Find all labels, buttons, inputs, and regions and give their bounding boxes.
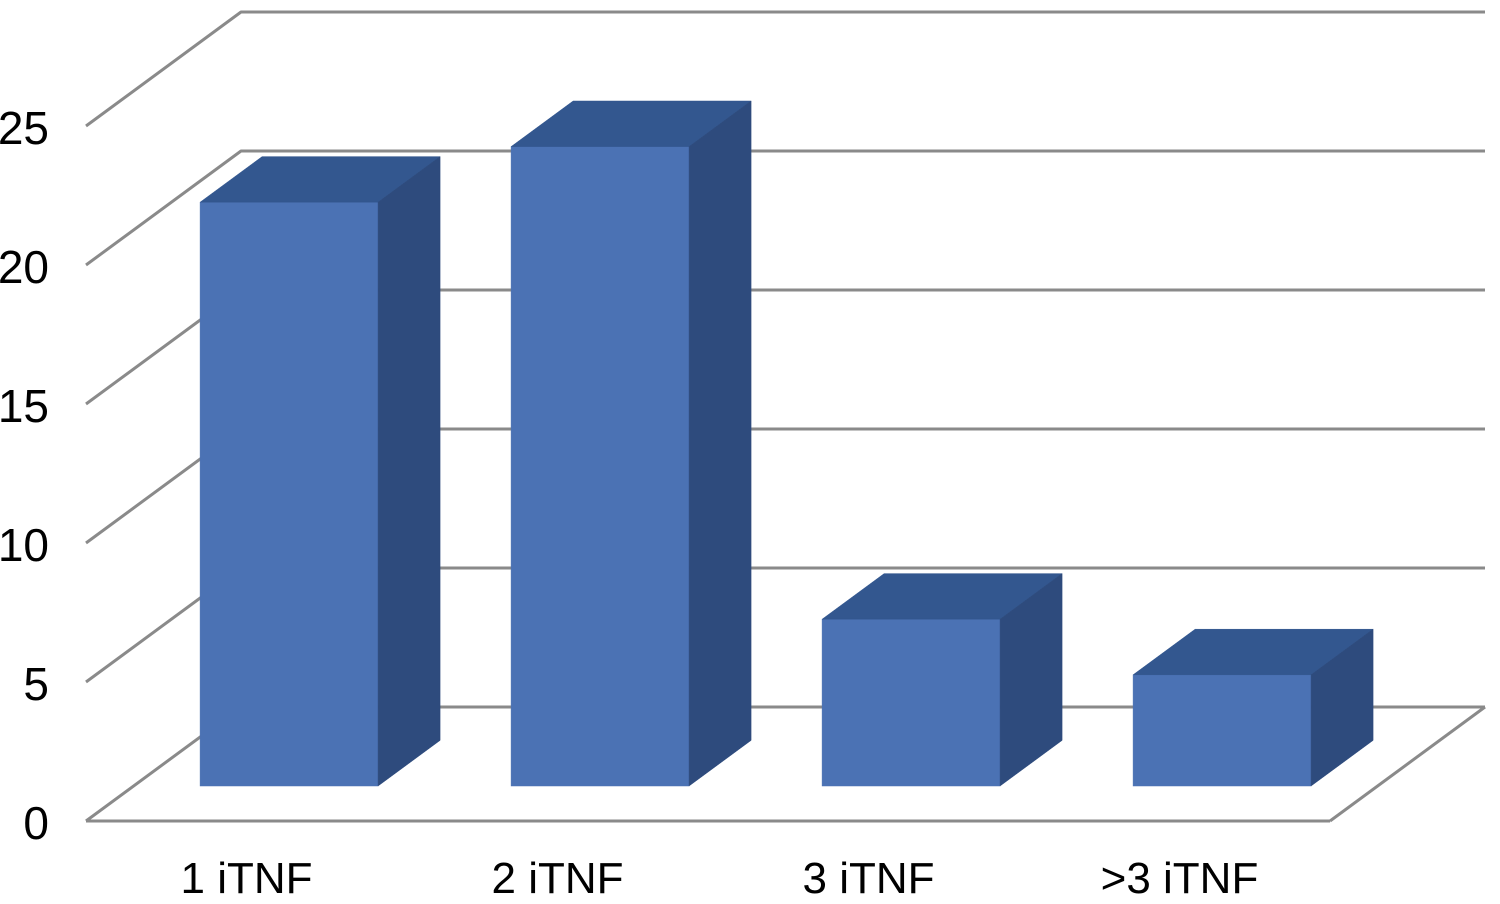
floor-right-edge (1329, 705, 1486, 823)
bars-group (199, 100, 1374, 787)
bar-front-face (199, 201, 379, 787)
y-axis-labels-group: 0 5 10 15 20 25 (0, 102, 49, 849)
bar-2 (510, 100, 752, 787)
x-axis-category-label: 1 iTNF (181, 854, 313, 903)
bar-front-face (510, 146, 690, 787)
bar-side-face (688, 100, 752, 787)
y-axis-tick-label: 10 (0, 519, 49, 571)
x-axis-category-label: 2 iTNF (492, 854, 624, 903)
x-axis-category-label: >3 iTNF (1101, 854, 1259, 903)
bar-front-face (1132, 674, 1312, 787)
x-axis-category-label: 3 iTNF (803, 854, 935, 903)
bar-1 (199, 156, 441, 787)
x-axis-labels-group: 1 iTNF 2 iTNF 3 iTNF >3 iTNF (181, 854, 1259, 903)
bar-side-face (1310, 628, 1374, 787)
y-axis-tick-label: 5 (23, 658, 49, 710)
gridline-25 (85, 10, 1485, 128)
bar-4 (1132, 628, 1374, 787)
y-axis-tick-label: 15 (0, 380, 49, 432)
bar-side-face (377, 156, 441, 787)
bar-front-face (821, 618, 1001, 787)
bar-side-face (999, 573, 1063, 787)
bar-3 (821, 573, 1063, 787)
y-axis-tick-label: 20 (0, 241, 49, 293)
y-axis-tick-label: 25 (0, 102, 49, 154)
gridline-20 (85, 149, 1485, 267)
y-axis-tick-label: 0 (23, 797, 49, 849)
